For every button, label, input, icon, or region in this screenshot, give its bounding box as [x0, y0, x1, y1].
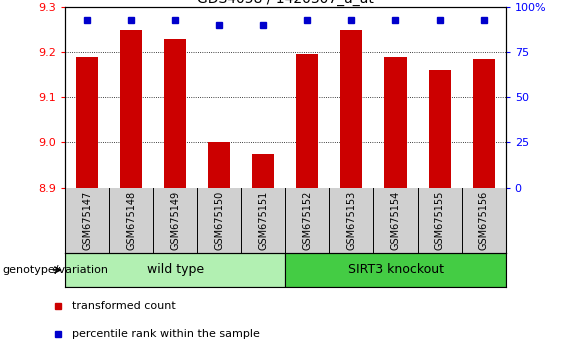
Text: transformed count: transformed count [72, 301, 176, 310]
Text: GSM675153: GSM675153 [346, 191, 357, 250]
Bar [76, 57, 98, 188]
Text: GSM675152: GSM675152 [302, 191, 312, 250]
Text: SIRT3 knockout: SIRT3 knockout [347, 263, 444, 276]
Text: percentile rank within the sample: percentile rank within the sample [72, 329, 260, 339]
Bar [120, 30, 142, 188]
Bar [65, 253, 285, 287]
Bar [428, 70, 451, 188]
Bar [208, 143, 231, 188]
Text: GSM675155: GSM675155 [434, 191, 445, 250]
Text: GSM675149: GSM675149 [170, 191, 180, 250]
Bar [384, 57, 406, 188]
Text: GSM675148: GSM675148 [126, 191, 136, 250]
Bar [340, 30, 363, 188]
Title: GDS4058 / 1420307_a_at: GDS4058 / 1420307_a_at [197, 0, 374, 6]
Text: GSM675150: GSM675150 [214, 191, 224, 250]
Bar [296, 55, 318, 188]
Text: genotype/variation: genotype/variation [3, 265, 109, 275]
Bar [472, 59, 494, 188]
Text: GSM675156: GSM675156 [479, 191, 489, 250]
Text: GSM675151: GSM675151 [258, 191, 268, 250]
Bar [164, 39, 186, 188]
Bar [252, 154, 275, 188]
Text: wild type: wild type [146, 263, 204, 276]
Text: GSM675147: GSM675147 [82, 191, 92, 250]
Text: GSM675154: GSM675154 [390, 191, 401, 250]
Bar [285, 253, 506, 287]
